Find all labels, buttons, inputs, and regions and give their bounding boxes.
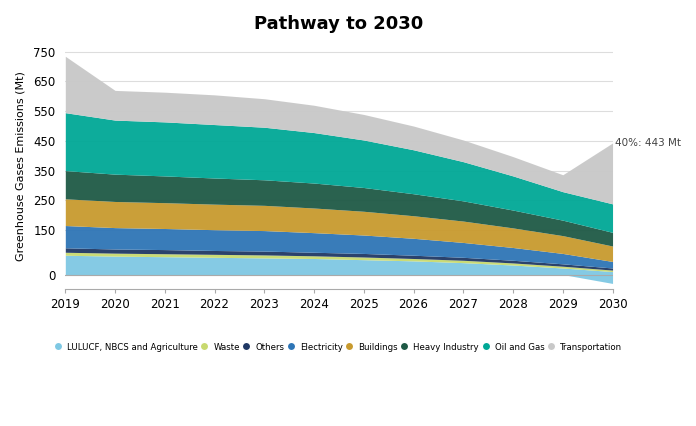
Y-axis label: Greenhouse Gases Emissions (Mt): Greenhouse Gases Emissions (Mt): [15, 71, 25, 261]
Title: Pathway to 2030: Pathway to 2030: [254, 15, 424, 33]
Legend: LULUCF, NBCS and Agriculture, Waste, Others, Electricity, Buildings, Heavy Indus: LULUCF, NBCS and Agriculture, Waste, Oth…: [54, 340, 624, 354]
Text: 40%: 443 Mt: 40%: 443 Mt: [615, 138, 681, 148]
